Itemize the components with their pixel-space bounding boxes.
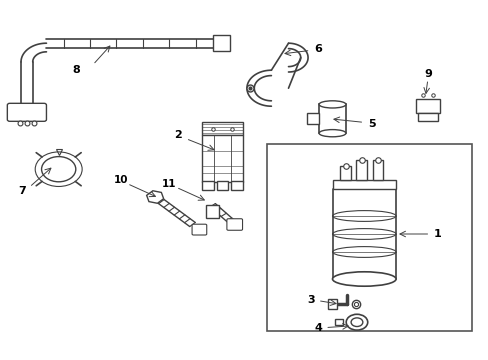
Circle shape: [346, 314, 367, 330]
Circle shape: [350, 318, 362, 327]
Text: 6: 6: [313, 44, 321, 54]
Bar: [332, 180, 395, 189]
Bar: [202, 135, 243, 182]
Bar: [356, 160, 366, 180]
Bar: [334, 319, 342, 325]
Text: 9: 9: [423, 69, 431, 79]
Text: 5: 5: [367, 119, 375, 129]
Text: 7: 7: [18, 186, 26, 196]
Text: 3: 3: [307, 295, 315, 305]
Text: 10: 10: [114, 175, 128, 185]
FancyBboxPatch shape: [7, 103, 46, 121]
Text: 1: 1: [433, 229, 441, 239]
Bar: [417, 113, 437, 121]
Bar: [206, 205, 219, 218]
Bar: [319, 104, 346, 133]
Text: 11: 11: [161, 179, 176, 189]
FancyBboxPatch shape: [192, 224, 206, 235]
Bar: [202, 122, 243, 135]
Circle shape: [41, 157, 76, 182]
Bar: [372, 160, 383, 180]
Bar: [340, 166, 350, 180]
Ellipse shape: [319, 101, 346, 108]
Bar: [216, 181, 228, 190]
Bar: [212, 35, 229, 51]
Bar: [266, 144, 471, 331]
Text: 8: 8: [72, 65, 80, 75]
Text: 4: 4: [314, 323, 322, 333]
Text: 2: 2: [174, 130, 182, 140]
Bar: [327, 299, 337, 309]
Bar: [415, 99, 439, 113]
Bar: [202, 181, 213, 190]
Ellipse shape: [332, 272, 395, 286]
FancyBboxPatch shape: [226, 219, 242, 230]
Bar: [306, 113, 319, 124]
Ellipse shape: [319, 130, 346, 137]
Bar: [231, 181, 243, 190]
